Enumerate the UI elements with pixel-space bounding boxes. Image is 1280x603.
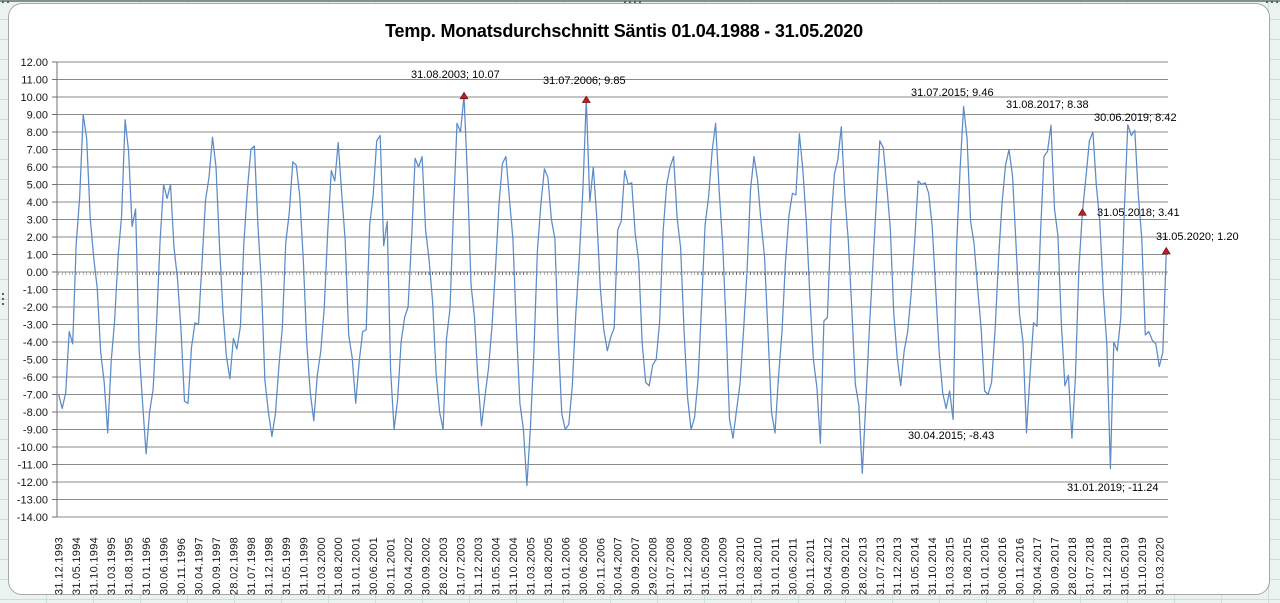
worksheet-top-border	[0, 0, 1280, 2]
selection-handle[interactable]	[1266, 1, 1268, 3]
selection-handle[interactable]	[2, 1, 4, 3]
chart-object[interactable]	[8, 3, 1270, 595]
selection-handle[interactable]	[624, 1, 626, 3]
selection-handle[interactable]	[2, 293, 4, 295]
chart-title: Temp. Monatsdurchschnitt Säntis 01.04.19…	[385, 21, 863, 41]
